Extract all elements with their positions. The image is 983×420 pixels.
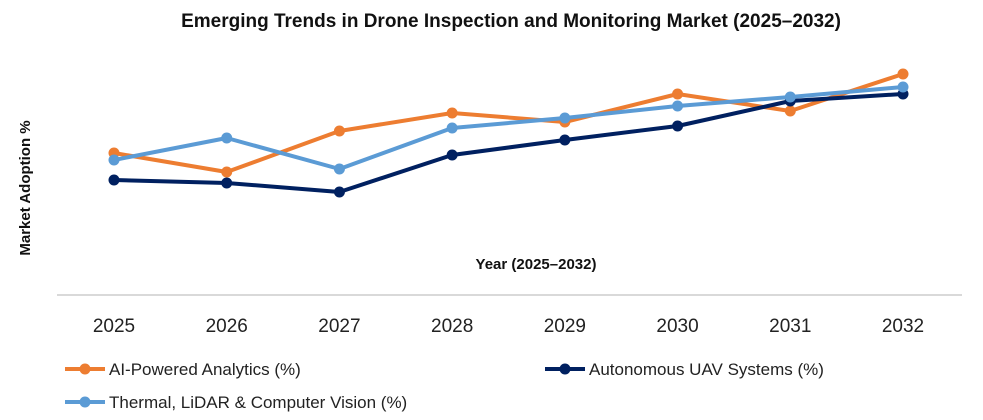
data-point <box>108 174 120 186</box>
legend-marker-icon <box>559 363 571 375</box>
data-point <box>221 177 233 189</box>
series-line <box>113 72 904 174</box>
legend-item: AI-Powered Analytics (%) <box>65 360 301 379</box>
legend-item: Thermal, LiDAR & Computer Vision (%) <box>65 393 407 412</box>
data-point <box>897 81 909 93</box>
legend-label: AI-Powered Analytics (%) <box>109 360 301 379</box>
data-point <box>559 112 571 124</box>
data-point <box>672 88 684 100</box>
data-point <box>446 107 458 119</box>
legend-marker-icon <box>79 363 91 375</box>
data-point <box>108 154 120 166</box>
x-tick-label: 2025 <box>93 316 135 337</box>
x-tick-label: 2032 <box>882 316 924 337</box>
chart-title: Emerging Trends in Drone Inspection and … <box>181 11 841 32</box>
series-2 <box>108 81 909 175</box>
x-tick-label: 2028 <box>431 316 473 337</box>
data-point <box>333 186 345 198</box>
x-axis-label: Year (2025–2032) <box>476 256 597 273</box>
x-tick-label: 2031 <box>769 316 811 337</box>
data-point <box>221 132 233 144</box>
data-point <box>333 163 345 175</box>
data-point <box>897 68 909 80</box>
legend-label: Thermal, LiDAR & Computer Vision (%) <box>109 393 407 412</box>
x-tick-label: 2027 <box>318 316 360 337</box>
data-point <box>446 149 458 161</box>
data-point <box>221 166 233 178</box>
x-tick-label: 2026 <box>206 316 248 337</box>
x-tick-label: 2030 <box>656 316 698 337</box>
legend-label: Autonomous UAV Systems (%) <box>589 360 824 379</box>
data-point <box>672 100 684 112</box>
legend-marker-icon <box>79 396 91 408</box>
legend-item: Autonomous UAV Systems (%) <box>545 360 824 379</box>
series-0 <box>108 68 909 178</box>
series-line <box>113 85 904 171</box>
y-axis-label: Market Adoption % <box>17 120 34 255</box>
data-point <box>333 125 345 137</box>
data-point <box>446 122 458 134</box>
data-point <box>784 91 796 103</box>
data-point <box>784 105 796 117</box>
series-line <box>113 92 904 194</box>
x-tick-label: 2029 <box>544 316 586 337</box>
data-point <box>672 120 684 132</box>
data-point <box>559 134 571 146</box>
